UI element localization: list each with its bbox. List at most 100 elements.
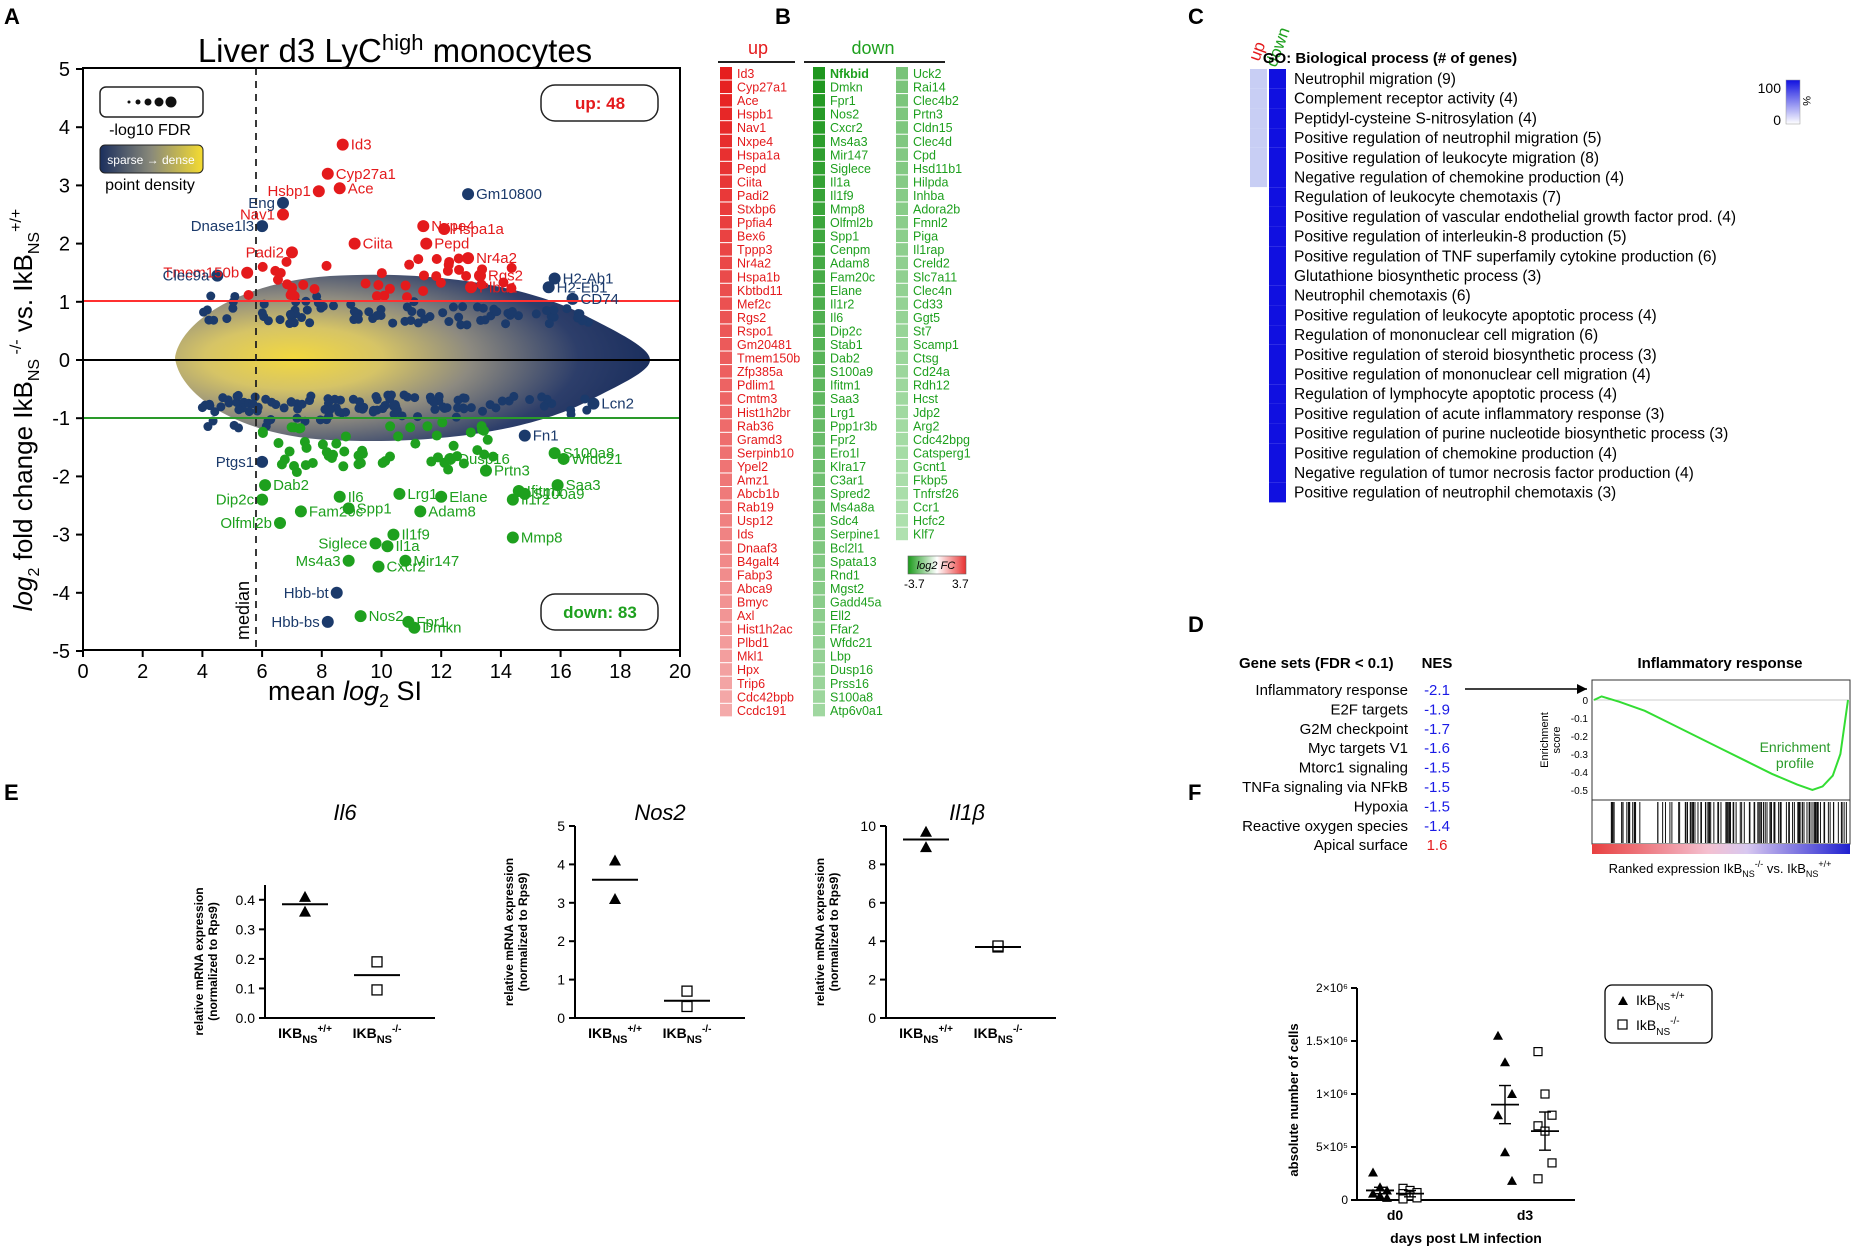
gene-name: Klra17 bbox=[830, 460, 866, 474]
gsea-ytick: 0 bbox=[1582, 696, 1588, 707]
data-point bbox=[399, 390, 409, 400]
gene-name: Hspa1a bbox=[737, 148, 780, 162]
gene-color-cell bbox=[896, 270, 908, 283]
gene-color-cell bbox=[720, 310, 732, 324]
go-cell-up bbox=[1250, 88, 1267, 109]
up-count-label: up: 48 bbox=[575, 94, 625, 113]
gene-name: Cyp27a1 bbox=[737, 81, 787, 95]
gene-name: Cldn15 bbox=[913, 121, 953, 135]
down-point bbox=[431, 430, 442, 441]
density-legend-bar bbox=[99, 144, 204, 174]
gene-label: Nxpe4 bbox=[431, 218, 474, 235]
gene-name: Ace bbox=[737, 94, 759, 108]
up-point bbox=[373, 280, 384, 291]
up-point bbox=[444, 256, 455, 267]
gene-name: Ms4a8a bbox=[830, 501, 875, 515]
fc-colorbar-max: 3.7 bbox=[952, 577, 969, 591]
down-point bbox=[257, 428, 268, 439]
title-main: Liver d3 LyC bbox=[198, 32, 382, 69]
panel-letter-b: B bbox=[775, 4, 791, 29]
gene-label: Ciita bbox=[363, 236, 394, 253]
go-term: Glutathione biosynthetic process (3) bbox=[1294, 268, 1541, 285]
density-legend-gradient-text: sparse → dense bbox=[107, 153, 195, 167]
down-point bbox=[294, 423, 305, 434]
gene-color-cell bbox=[813, 595, 825, 608]
gene-name: Ms4a3 bbox=[830, 135, 868, 149]
gene-label: Nos2 bbox=[369, 608, 404, 625]
gene-name: Cxcr2 bbox=[830, 121, 863, 135]
y-tick-label: -4 bbox=[52, 583, 70, 605]
gene-color-cell bbox=[813, 690, 825, 703]
gene-color-cell bbox=[896, 148, 908, 161]
gene-name: Elane bbox=[830, 284, 862, 298]
gene-label: Mir147 bbox=[413, 553, 459, 570]
up-count-box bbox=[540, 84, 659, 122]
go-term: Neutrophil migration (9) bbox=[1294, 71, 1456, 88]
gene-name: Trip6 bbox=[737, 677, 765, 691]
gene-color-cell bbox=[896, 432, 908, 446]
gene-color-cell bbox=[813, 568, 825, 581]
down-point bbox=[506, 493, 519, 506]
up-point bbox=[400, 280, 411, 291]
gene-color-cell bbox=[813, 161, 825, 175]
gene-name: Rai14 bbox=[913, 81, 946, 95]
gene-name: C3ar1 bbox=[830, 474, 864, 488]
gene-color-cell bbox=[720, 676, 732, 690]
go-term: Positive regulation of interleukin-8 pro… bbox=[1294, 229, 1627, 246]
data-point bbox=[458, 302, 468, 312]
gene-label: Il1f9 bbox=[401, 527, 429, 544]
title-sup: high bbox=[382, 30, 424, 55]
qpcr-y-tick-label: 4 bbox=[868, 933, 876, 949]
gene-color-cell bbox=[896, 161, 908, 175]
gene-color-cell bbox=[720, 202, 732, 215]
other-point bbox=[518, 429, 531, 442]
panel-a-ma-plot: Liver d3 LyChigh monocytes median 0 2 4 6 8 1… bbox=[8, 30, 691, 711]
gene-color-cell bbox=[813, 338, 825, 351]
gene-color-cell bbox=[813, 649, 825, 663]
qpcr-group-label: IKBNS+/+ bbox=[278, 1024, 332, 1046]
go-cell-down bbox=[1269, 463, 1286, 483]
go-cell-up bbox=[1250, 364, 1267, 385]
gene-name: Dusp16 bbox=[830, 663, 873, 677]
gene-name: Hist1h2br bbox=[737, 406, 791, 420]
ko-point bbox=[1412, 1193, 1422, 1203]
gene-set-nes: -1.5 bbox=[1424, 760, 1450, 777]
f-y-tick-label: 2×10⁶ bbox=[1316, 981, 1348, 995]
gene-label: Lrg1 bbox=[407, 486, 437, 503]
gene-name: Il1rap bbox=[913, 243, 944, 257]
qpcr-y-tick-label: 0.4 bbox=[236, 892, 256, 908]
up-point bbox=[465, 281, 478, 294]
gene-name: Fkbp5 bbox=[913, 474, 948, 488]
gene-color-cell bbox=[813, 527, 825, 541]
gene-name: Gm20481 bbox=[737, 338, 792, 352]
data-point bbox=[580, 394, 590, 404]
gene-label: Dab2 bbox=[273, 477, 309, 494]
down-point bbox=[399, 554, 412, 567]
go-cell-up bbox=[1250, 167, 1267, 188]
up-point bbox=[418, 270, 429, 281]
up-point bbox=[417, 220, 430, 233]
qpcr-ylabel: relative mRNA expression(normalized to R… bbox=[192, 887, 220, 1035]
down-count-box bbox=[540, 593, 659, 631]
gene-color-cell bbox=[813, 663, 825, 676]
gene-color-cell bbox=[720, 446, 732, 459]
down-point bbox=[387, 528, 400, 541]
go-cell-down bbox=[1269, 266, 1286, 286]
down-point bbox=[326, 453, 337, 464]
qpcr-y-tick-label: 3 bbox=[557, 895, 565, 911]
enrichment-profile-label: Enrichment profile bbox=[1760, 739, 1831, 771]
x-axis-label: mean log2 SI bbox=[268, 676, 422, 711]
f-y-tick-label: 0 bbox=[1341, 1193, 1348, 1207]
fc-colorbar-min: -3.7 bbox=[904, 577, 925, 591]
f-legend-wt-marker bbox=[1618, 996, 1628, 1005]
gene-name: Dnaaf3 bbox=[737, 541, 777, 555]
data-point bbox=[544, 319, 554, 329]
ko-point bbox=[1533, 1121, 1543, 1131]
panel-letter-e: E bbox=[4, 780, 19, 805]
data-point bbox=[472, 302, 482, 312]
data-point bbox=[234, 405, 244, 415]
gene-name: Axl bbox=[737, 609, 754, 623]
gene-name: Lbp bbox=[830, 650, 851, 664]
data-point bbox=[378, 404, 388, 414]
up-point bbox=[298, 279, 309, 290]
